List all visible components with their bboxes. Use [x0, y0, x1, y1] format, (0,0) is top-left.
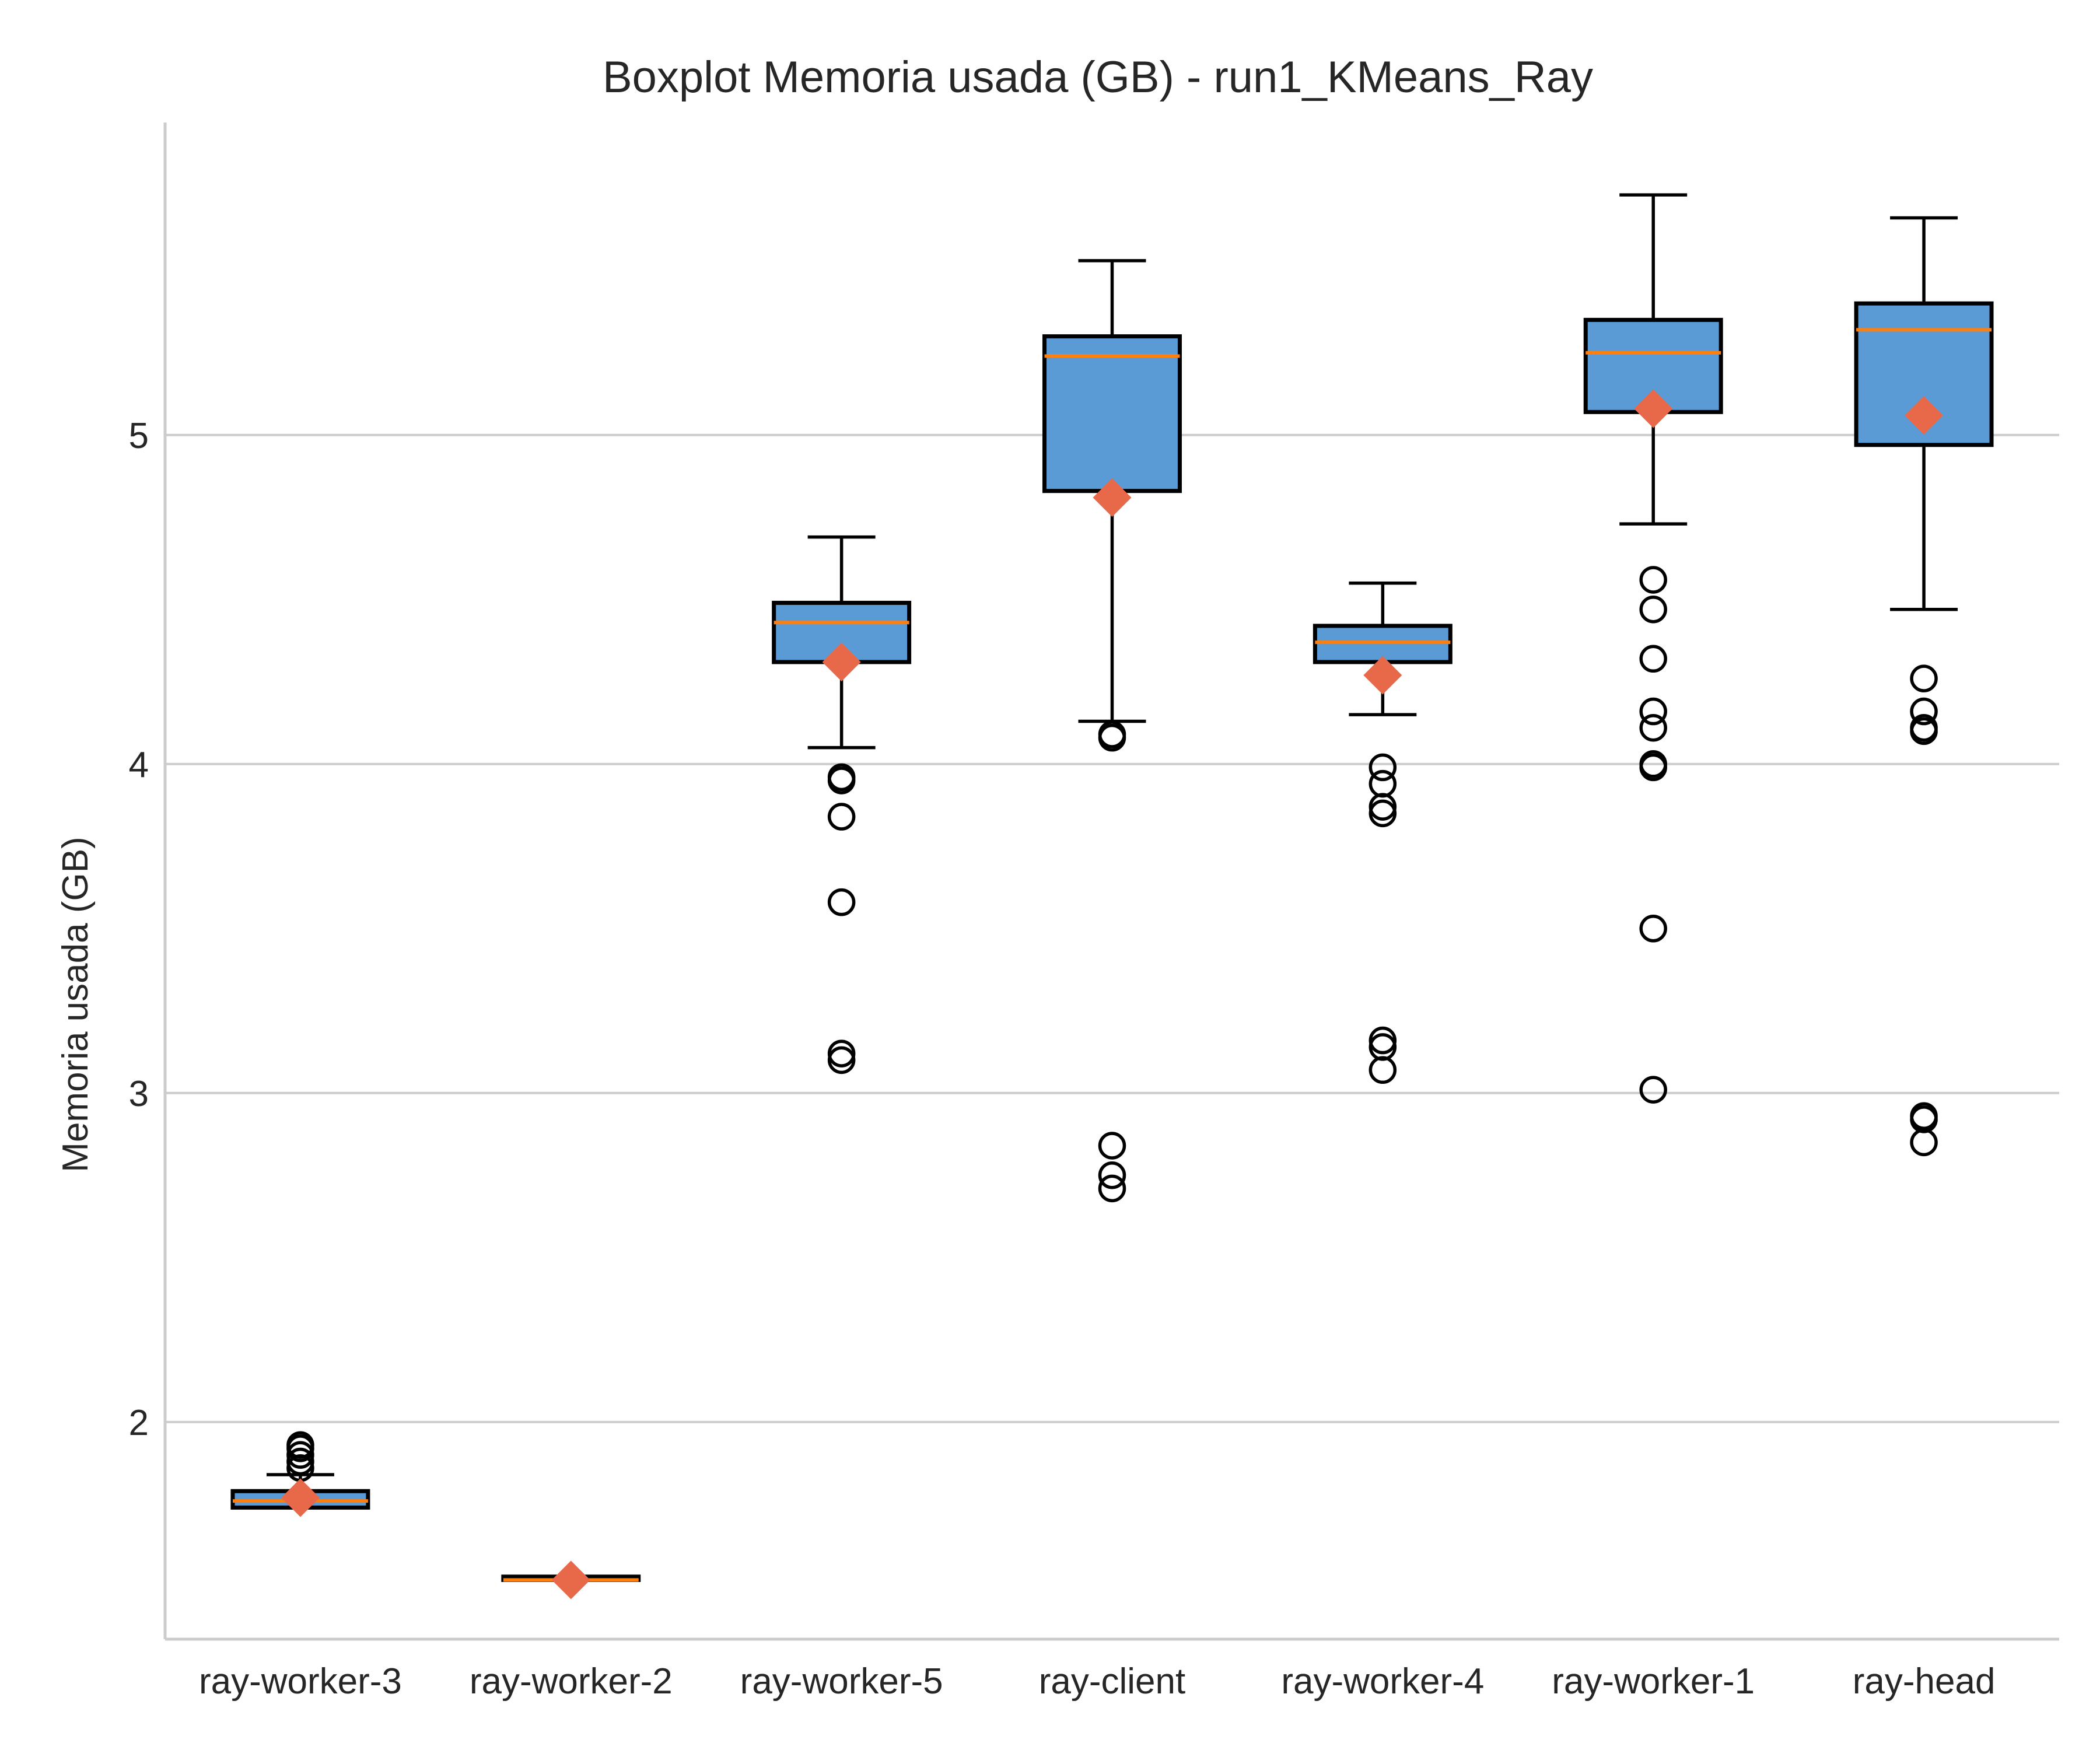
x-tick-label: ray-worker-1 [1552, 1661, 1755, 1702]
outlier-point [1910, 664, 1938, 692]
outlier-point [827, 888, 856, 916]
outlier-point [1910, 717, 1938, 746]
mean-marker [1093, 478, 1132, 517]
boxes [230, 193, 1994, 1600]
box-ray-worker-2 [501, 1560, 641, 1600]
outlier-point [1368, 1056, 1397, 1084]
x-tick-label: ray-worker-2 [470, 1661, 673, 1702]
y-tick-label: 3 [129, 1074, 149, 1114]
outlier-point [1368, 753, 1397, 782]
outlier-point [1098, 1132, 1126, 1160]
mean-marker [822, 642, 861, 681]
outlier-point [1910, 1128, 1938, 1157]
box-ray-head [1854, 216, 1994, 1157]
box-ray-worker-3 [230, 1431, 370, 1517]
outlier-point [1639, 595, 1667, 624]
x-tick-label: ray-head [1853, 1661, 1996, 1702]
x-tick-labels: ray-worker-3 ray-worker-2 ray-worker-5 ray-… [199, 1661, 1995, 1702]
outlier-point [1368, 769, 1397, 798]
outlier-point [286, 1447, 314, 1476]
mean-marker [1905, 396, 1944, 435]
iqr-box [1042, 334, 1182, 494]
y-tick-labels: 2 3 4 5 [129, 416, 149, 1443]
outlier-point [1368, 799, 1397, 828]
outlier-point [1639, 753, 1667, 782]
outlier-point [1639, 915, 1667, 943]
chart-title: Boxplot Memoria usada (GB) - run1_KMeans… [603, 52, 1593, 102]
x-tick-label: ray-worker-3 [199, 1661, 402, 1702]
y-axis-label: Memoria usada (GB) [55, 836, 96, 1172]
outlier-point [1098, 1161, 1126, 1189]
outlier-point [1098, 723, 1126, 752]
box-ray-worker-1 [1583, 193, 1723, 1104]
outlier-point [286, 1431, 314, 1459]
outlier-point [1639, 713, 1667, 742]
outlier-point [286, 1441, 314, 1469]
mean-marker [281, 1478, 320, 1517]
outlier-point [1639, 566, 1667, 594]
mean-marker [551, 1560, 590, 1600]
outlier-point [1910, 697, 1938, 726]
outlier-point [827, 1046, 856, 1074]
outlier-point [827, 803, 856, 831]
box-ray-worker-4 [1312, 581, 1452, 1084]
x-tick-label: ray-client [1039, 1661, 1186, 1702]
outlier-point [1639, 645, 1667, 673]
outlier-point [1368, 1026, 1397, 1055]
outlier-point [1098, 1174, 1126, 1203]
y-tick-label: 5 [129, 416, 149, 456]
x-tick-label: ray-worker-5 [740, 1661, 943, 1702]
mean-marker [1363, 656, 1402, 695]
y-tick-label: 2 [129, 1403, 149, 1443]
y-tick-label: 4 [129, 745, 149, 785]
axes [163, 123, 2059, 1641]
x-tick-label: ray-worker-4 [1281, 1661, 1484, 1702]
box-ray-client [1042, 259, 1182, 1203]
mean-marker [1634, 389, 1673, 428]
outlier-point [827, 766, 856, 794]
outlier-point [1639, 697, 1667, 726]
outlier-point [1639, 1076, 1667, 1104]
iqr-box [1854, 301, 1994, 447]
outlier-point [1368, 793, 1397, 821]
box-ray-worker-5 [772, 535, 912, 1074]
outlier-point [827, 1040, 856, 1068]
